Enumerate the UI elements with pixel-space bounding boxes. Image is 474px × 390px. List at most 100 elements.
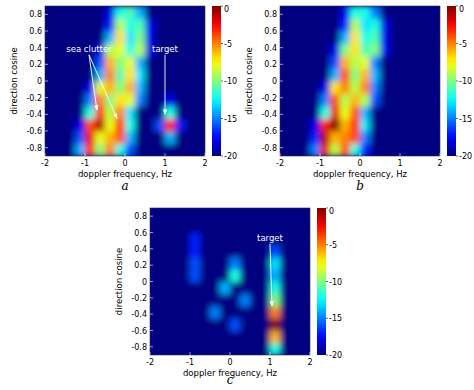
- y-axis-label: direction cosine: [9, 47, 19, 114]
- heatmap-cell: [300, 318, 310, 331]
- heatmap-cell: [280, 106, 291, 119]
- heatmap-cell: [290, 106, 301, 119]
- heatmap-cell: [310, 81, 321, 94]
- y-tick: [280, 147, 283, 148]
- heatmap-cell: [400, 131, 411, 144]
- y-tick: [150, 248, 153, 249]
- heatmap-cell: [370, 94, 381, 107]
- heatmap-cell: [65, 69, 76, 82]
- heatmap-cell: [350, 119, 361, 132]
- heatmap-cell: [230, 220, 241, 233]
- heatmap-cell: [430, 144, 440, 157]
- heatmap-cell: [380, 44, 391, 57]
- y-tick: [280, 97, 283, 98]
- heatmap-cell: [400, 69, 411, 82]
- heatmap-cell: [210, 282, 221, 295]
- y-tick: [150, 281, 153, 282]
- colorbar-tick-label: -15: [459, 115, 472, 124]
- heatmap-cell: [270, 245, 281, 258]
- heatmap-cell: [220, 245, 231, 258]
- y-tick-label: 0.4: [264, 44, 277, 53]
- x-tick-label: -2: [41, 159, 49, 168]
- heatmap-cell: [430, 31, 440, 44]
- heatmap-cell: [135, 31, 146, 44]
- heatmap-cell: [280, 69, 291, 82]
- heatmap-cell: [330, 94, 341, 107]
- heatmap-cell: [300, 56, 311, 69]
- y-tick: [150, 265, 153, 266]
- colorbar-tick-label: -15: [329, 314, 342, 323]
- heatmap-cell: [250, 269, 261, 282]
- heatmap-cell: [280, 245, 291, 258]
- heatmap-cell: [75, 131, 86, 144]
- heatmap-cell: [260, 269, 271, 282]
- heatmap-cell: [180, 208, 191, 221]
- heatmap-cell: [150, 220, 161, 233]
- y-tick-label: 0.8: [29, 10, 42, 19]
- x-tick: [190, 352, 191, 355]
- heatmap-cell: [175, 19, 186, 32]
- heatmap-cell: [290, 56, 301, 69]
- heatmap-cell: [155, 81, 166, 94]
- heatmap-cell: [290, 69, 301, 82]
- heatmap-cell: [260, 331, 271, 344]
- heatmap-cell: [195, 6, 205, 19]
- heatmap-cell: [155, 6, 166, 19]
- heatmap-cell: [95, 56, 106, 69]
- x-tick-label: -1: [316, 159, 324, 168]
- x-tick: [400, 153, 401, 156]
- heatmap-cell: [330, 56, 341, 69]
- heatmap-cell: [65, 31, 76, 44]
- heatmap-cell: [410, 144, 421, 157]
- heatmap-cell: [280, 208, 291, 221]
- heatmap-cell: [165, 119, 176, 132]
- colorbar-tick-label: -15: [224, 115, 237, 124]
- heatmap-cell: [95, 81, 106, 94]
- heatmap-cell: [360, 56, 371, 69]
- heatmap-cell: [350, 131, 361, 144]
- x-tick: [320, 153, 321, 156]
- heatmap-cell: [195, 94, 205, 107]
- heatmap-cell: [340, 131, 351, 144]
- heatmap-cell: [380, 119, 391, 132]
- heatmap-cell: [260, 282, 271, 295]
- heatmap-cell: [410, 94, 421, 107]
- y-tick: [45, 64, 48, 65]
- y-tick: [45, 114, 48, 115]
- y-tick-label: 0.6: [29, 27, 42, 36]
- x-tick-label: 0: [227, 358, 232, 367]
- heatmap-cells: [45, 6, 205, 156]
- heatmap-cell: [115, 69, 126, 82]
- heatmap-cell: [55, 119, 66, 132]
- heatmap-cell: [210, 220, 221, 233]
- heatmap-cell: [290, 294, 301, 307]
- x-tick: [360, 153, 361, 156]
- heatmap-cell: [400, 144, 411, 157]
- heatmap-cell: [320, 6, 331, 19]
- heatmap-cell: [410, 69, 421, 82]
- colorbar-tick-label: -5: [224, 40, 232, 49]
- heatmap-cell: [160, 245, 171, 258]
- heatmap-cell: [135, 81, 146, 94]
- heatmap-cell: [310, 6, 321, 19]
- heatmap-cell: [300, 282, 310, 295]
- heatmap-cell: [410, 119, 421, 132]
- heatmap-cell: [65, 56, 76, 69]
- heatmap-cell: [210, 233, 221, 246]
- heatmap-cell: [240, 306, 251, 319]
- heatmap-cell: [45, 56, 56, 69]
- heatmap-cell: [290, 220, 301, 233]
- annotation-text: sea clutter: [66, 44, 112, 54]
- heatmap-cell: [150, 343, 161, 355]
- y-tick-label: -0.4: [131, 310, 147, 319]
- y-tick: [45, 31, 48, 32]
- heatmap-cell: [400, 94, 411, 107]
- heatmap-cell: [260, 245, 271, 258]
- heatmap-cell: [195, 119, 205, 132]
- x-tick-label: 1: [162, 159, 167, 168]
- heatmap-cell: [250, 220, 261, 233]
- heatmap-cell: [145, 131, 156, 144]
- heatmap-cell: [320, 31, 331, 44]
- heatmap-cell: [105, 6, 116, 19]
- heatmap-cell: [330, 144, 341, 157]
